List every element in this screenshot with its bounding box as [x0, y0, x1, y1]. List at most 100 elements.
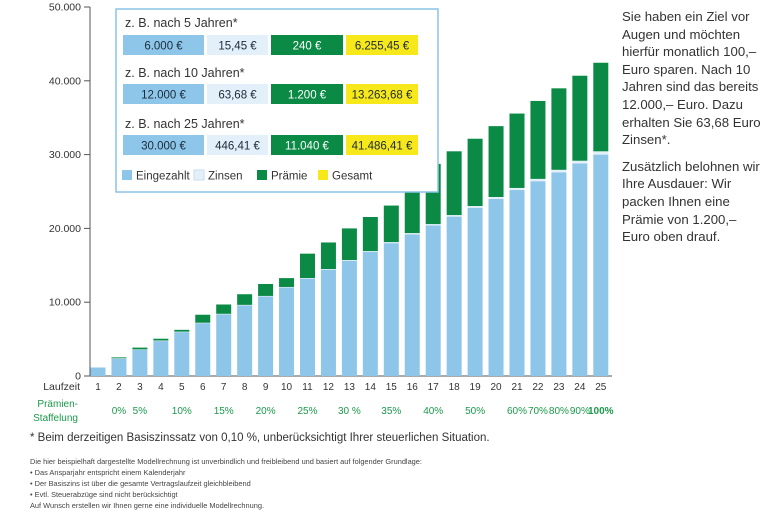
example-cell-praemie [271, 35, 343, 55]
bar-zinsen-25 [593, 151, 609, 155]
side-description: Sie haben ein Ziel vor Augen und möchten… [622, 8, 767, 255]
x-tick-label: 19 [470, 382, 482, 393]
bar-eingezahlt-7 [216, 314, 232, 376]
bar-prmie-20 [488, 126, 504, 197]
example-cell-praemie [271, 135, 343, 155]
legend-label: Eingezahlt [136, 171, 191, 183]
bar-prmie-3 [132, 347, 148, 350]
bar-zinsen-13 [341, 260, 357, 261]
x-tick-label: 10 [281, 382, 293, 393]
bar-prmie-4 [153, 338, 169, 341]
bar-eingezahlt-12 [320, 269, 336, 376]
disclaimer: Die hier beispielhaft dargestellte Model… [30, 456, 630, 511]
bar-zinsen-2 [111, 358, 127, 359]
side-paragraph-2: Zusätzlich belohnen wir Ihre Ausdauer: W… [622, 158, 760, 245]
example-value-zinsen: 15,45 € [218, 41, 257, 53]
x-tick-label: 14 [365, 382, 377, 393]
x-tick-label: 1 [95, 382, 101, 393]
y-tick-label: 50.000 [49, 2, 81, 14]
bar-eingezahlt-11 [300, 278, 315, 376]
x-tick-label: 23 [553, 382, 565, 393]
praemie-percentage-label: 100% [588, 406, 614, 417]
y-tick-label: 20.000 [49, 223, 81, 235]
bar-zinsen-14 [362, 251, 378, 253]
x-tick-label: 18 [449, 382, 461, 393]
example-cell-gesamt [346, 135, 418, 155]
bar-eingezahlt-6 [195, 322, 211, 376]
bar-eingezahlt-3 [132, 349, 148, 376]
x-tick-label: 22 [532, 382, 544, 393]
bar-prmie-25 [593, 62, 609, 152]
example-value-zinsen: 446,41 € [215, 141, 260, 153]
bar-eingezahlt-23 [551, 172, 567, 376]
bar-zinsen-3 [132, 349, 148, 350]
bar-prmie-10 [279, 278, 295, 287]
bar-zinsen-17 [425, 224, 441, 226]
bar-prmie-12 [320, 242, 336, 270]
x-tick-label: 15 [386, 382, 398, 393]
bar-prmie-24 [572, 75, 588, 161]
legend-swatch [193, 169, 205, 181]
bar-zinsen-4 [153, 340, 169, 342]
praemie-percentage-label: 50% [465, 406, 485, 417]
side-paragraph-1: Sie haben ein Ziel vor Augen und möchten… [622, 9, 761, 148]
example-value-praemie: 11.040 € [285, 141, 330, 153]
bar-eingezahlt-8 [237, 305, 253, 376]
bar-prmie-7 [216, 304, 232, 314]
example-value-eingezahlt: 30.000 € [141, 141, 186, 153]
example-title: z. B. nach 25 Jahren* [125, 117, 245, 131]
bar-prmie-19 [467, 138, 483, 207]
praemie-percentage-label: 30 % [338, 406, 361, 417]
disclaimer-bullet: • Der Basiszins ist über die gesamte Ver… [30, 479, 251, 488]
praemie-percentage-label: 70% [528, 406, 548, 417]
example-cell-eingezahlt [123, 135, 204, 155]
example-cell-zinsen [207, 35, 268, 55]
bar-zinsen-20 [488, 196, 504, 199]
example-cell-zinsen [207, 84, 268, 104]
x-tick-label: 2 [116, 382, 122, 393]
legend-label: Gesamt [332, 171, 373, 183]
legend-label: Prämie [271, 171, 307, 183]
bar-prmie-9 [258, 283, 274, 296]
x-tick-label: 21 [511, 382, 523, 393]
bar-eingezahlt-20 [488, 198, 504, 376]
bar-prmie-15 [383, 205, 399, 243]
praemie-percentage-label: 15% [214, 406, 234, 417]
bar-zinsen-9 [258, 295, 274, 297]
praemie-percentage-label: 90% [570, 406, 590, 417]
disclaimer-bullet: • Das Ansparjahr entspricht einem Kalend… [30, 468, 186, 477]
bar-eingezahlt-16 [404, 234, 420, 376]
example-value-gesamt: 41.486,41 € [352, 141, 413, 153]
example-cell-eingezahlt [123, 84, 204, 104]
x-tick-label: 3 [137, 382, 143, 393]
example-title: z. B. nach 5 Jahren* [125, 16, 238, 30]
bar-zinsen-1 [90, 367, 106, 368]
bar-prmie-18 [446, 151, 462, 216]
praemie-percentage-label: 5% [133, 406, 148, 417]
praemie-percentage-label: 80% [549, 406, 569, 417]
bar-zinsen-15 [383, 242, 399, 244]
legend-swatch [257, 170, 267, 180]
x-tick-label: 13 [344, 382, 356, 393]
example-value-zinsen: 63,68 € [218, 90, 257, 102]
bar-zinsen-19 [467, 206, 483, 208]
x-tick-label: 16 [407, 382, 419, 393]
bar-eingezahlt-9 [258, 296, 274, 376]
bar-zinsen-11 [300, 278, 315, 279]
y-tick-label: 30.000 [49, 149, 81, 161]
disclaimer-outro: Auf Wunsch erstellen wir Ihnen gerne ein… [30, 501, 265, 510]
bar-eingezahlt-2 [111, 358, 127, 376]
example-value-gesamt: 13.263,68 € [352, 90, 413, 102]
bar-prmie-13 [341, 228, 357, 261]
disclaimer-bullet: • Evtl. Steuerabzüge sind nicht berücksi… [30, 490, 178, 499]
example-value-gesamt: 6.255,45 € [355, 41, 410, 53]
x-tick-label: 24 [574, 382, 586, 393]
x-tick-label: 9 [263, 382, 269, 393]
bar-zinsen-12 [320, 269, 336, 270]
bar-eingezahlt-4 [153, 340, 169, 376]
legend-swatch [122, 170, 132, 180]
bar-zinsen-6 [195, 322, 211, 324]
y-tick-label: 40.000 [49, 75, 81, 87]
x-tick-label: 7 [221, 382, 227, 393]
praemie-percentage-label: 20% [256, 406, 276, 417]
